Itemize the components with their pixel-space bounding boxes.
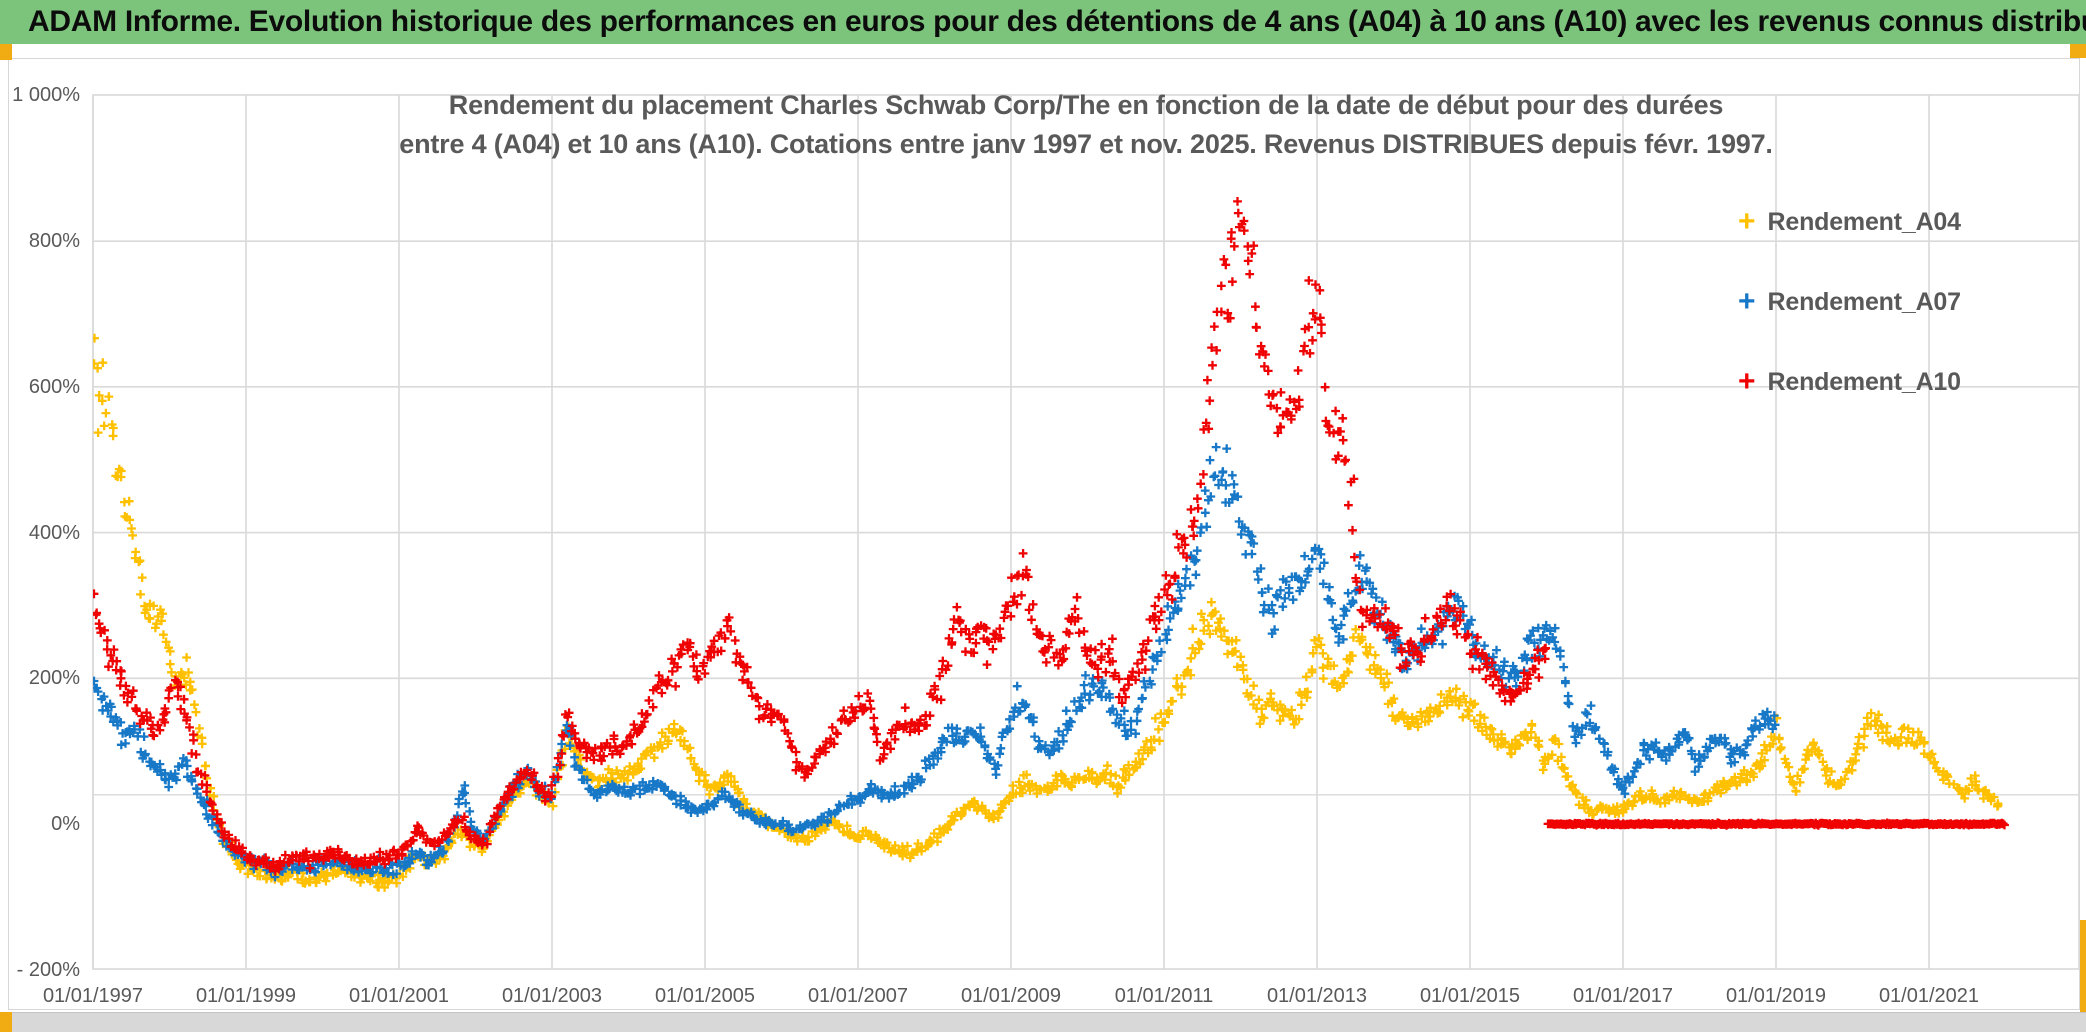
legend-item-rendement-a07[interactable]: + Rendement_A07 <box>1738 282 1998 322</box>
x-axis-label: 01/01/1997 <box>42 985 144 1007</box>
plus-marker-icon: + <box>1738 205 1756 238</box>
plus-marker-icon: + <box>1738 285 1756 318</box>
legend-label-a10: Rendement_A10 <box>1767 367 1962 396</box>
legend-label-a07: Rendement_A07 <box>1767 287 1962 316</box>
plot-frame <box>92 94 2080 970</box>
series-Rendement_A10 <box>93 197 1550 876</box>
y-axis-label: 800% <box>28 230 80 253</box>
accent-right-strip <box>2080 920 2086 1032</box>
x-axis-label: 01/01/2011 <box>1114 985 1214 1007</box>
legend-label-a04: Rendement_A04 <box>1767 207 1962 236</box>
chart-title: Rendement du placement Charles Schwab Co… <box>186 86 1986 164</box>
x-axis-label: 01/01/2017 <box>1572 985 1674 1007</box>
x-axis-label: 01/01/2005 <box>654 985 756 1007</box>
x-axis-label: 01/01/2015 <box>1419 985 1521 1007</box>
legend-item-rendement-a10[interactable]: + Rendement_A10 <box>1738 362 1998 402</box>
y-axis-label: 1 000% <box>12 84 80 107</box>
x-axis-label: 01/01/2007 <box>807 985 909 1007</box>
y-axis-label: - 200% <box>16 958 80 981</box>
series-Rendement_A07 <box>93 442 1780 882</box>
y-axis-label: 400% <box>28 521 80 544</box>
chart-title-line2: entre 4 (A04) et 10 ans (A10). Cotations… <box>399 129 1773 159</box>
x-axis-label: 01/01/2003 <box>501 985 603 1007</box>
y-axis-label: 0% <box>51 813 80 835</box>
chart-title-line1: Rendement du placement Charles Schwab Co… <box>448 90 1724 120</box>
accent-top-right <box>2070 44 2086 58</box>
x-axis-label: 01/01/1999 <box>195 985 297 1007</box>
y-axis-label: 600% <box>28 375 80 398</box>
header-bar: ADAM Informe. Evolution historique des p… <box>0 0 2086 44</box>
series-Rendement_A04 <box>93 333 2003 892</box>
x-axis-label: 01/01/2001 <box>348 985 450 1007</box>
legend-item-rendement-a04[interactable]: + Rendement_A04 <box>1738 202 1998 242</box>
series-zero-line <box>1543 818 2009 830</box>
header-title: ADAM Informe. Evolution historique des p… <box>28 5 2086 38</box>
plus-marker-icon: + <box>1738 365 1756 398</box>
accent-top-left <box>0 44 12 60</box>
x-axis-label: 01/01/2013 <box>1266 985 1368 1007</box>
accent-bottom-left <box>0 1012 12 1032</box>
x-axis-label: 01/01/2019 <box>1725 985 1827 1007</box>
bottom-strip <box>0 1012 2086 1032</box>
y-axis-label: 200% <box>28 667 80 690</box>
x-axis-label: 01/01/2009 <box>960 985 1062 1007</box>
x-axis-label: 01/01/2021 <box>1878 985 1980 1007</box>
chart-object[interactable] <box>8 58 2080 1010</box>
